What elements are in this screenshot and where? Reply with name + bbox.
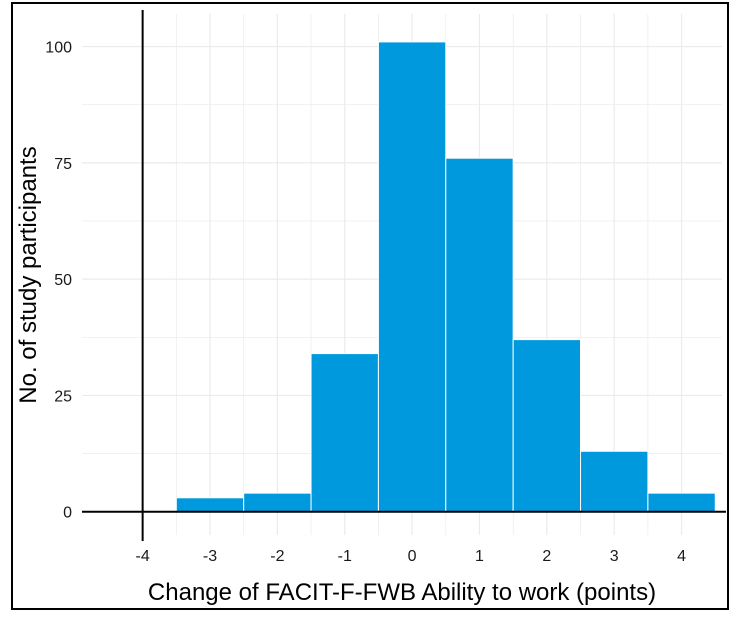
y-tick-labels: 0 25 50 75 100 [45,40,72,522]
histogram-bar-1 [445,157,514,513]
histogram-bar--3 [175,497,245,513]
x-tick-label: -4 [136,548,150,565]
x-tick-label: 0 [408,548,417,565]
y-tick-label: 25 [54,388,72,405]
histogram-bar-0 [377,41,447,513]
y-tick-label: 100 [45,40,72,57]
reference-lines [82,10,726,541]
x-axis-title: Change of FACIT-F-FWB Ability to work (p… [148,579,656,606]
histogram-bar--2 [243,492,312,513]
x-tick-labels: -4 -3 -2 -1 0 1 2 3 4 [136,548,687,565]
y-tick-label: 0 [63,505,72,522]
y-tick-label: 75 [54,156,72,173]
histogram-bar-3 [580,450,649,513]
x-tick-label: -3 [203,548,217,565]
x-tick-label: 4 [677,548,686,565]
y-axis-title: No. of study participants [15,146,42,403]
x-tick-label: 2 [542,548,551,565]
x-tick-label: -2 [270,548,284,565]
histogram-bar-4 [647,492,716,513]
y-tick-label: 50 [54,272,72,289]
histogram-bar--1 [310,353,379,513]
x-tick-label: -1 [338,548,352,565]
x-tick-label: 1 [475,548,484,565]
histogram-bars [175,41,716,513]
histogram-bar-2 [512,339,582,513]
chart-frame [11,2,729,610]
x-tick-label: 3 [610,548,619,565]
